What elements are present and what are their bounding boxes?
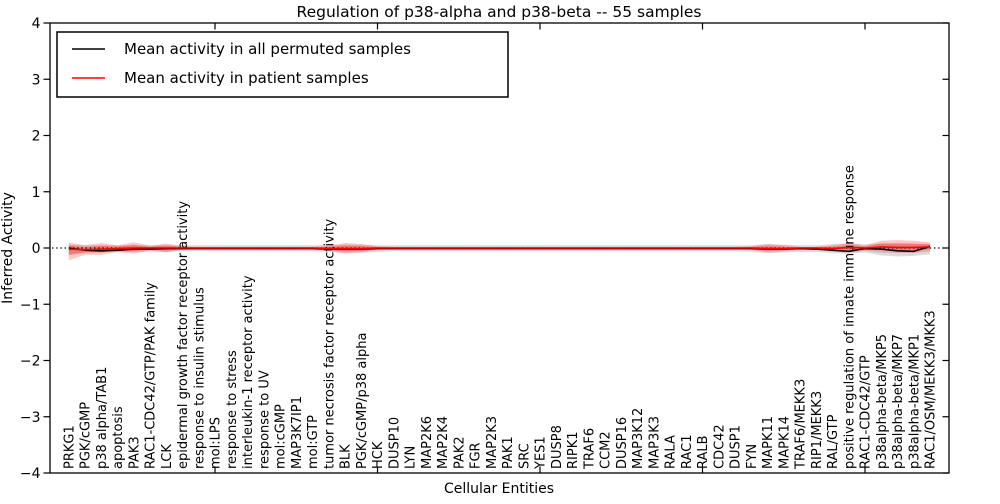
entity-label: PAK2 <box>452 436 467 469</box>
y-axis-label: Inferred Activity <box>0 192 16 304</box>
entity-label: PAK1 <box>501 436 516 469</box>
legend-label-patient-samples: Mean activity in patient samples <box>124 69 369 87</box>
entity-label: DUSP1 <box>729 425 744 469</box>
chart-title: Regulation of p38-alpha and p38-beta -- … <box>297 3 702 21</box>
bands-layer <box>68 240 930 261</box>
lines-layer <box>52 245 946 253</box>
entity-label: DUSP8 <box>550 425 565 469</box>
entity-label: mol:cGMP <box>274 404 289 469</box>
y-tick-label: −2 <box>20 354 41 370</box>
entity-label: MAPK11 <box>761 416 776 469</box>
y-tick-label: 0 <box>32 241 41 257</box>
entity-label: FGR <box>469 442 484 469</box>
y-tick-label: −3 <box>20 410 41 426</box>
x-category-labels: PRKG1 PGK/cGMP p38 alpha/TAB1 apoptosis PAK3… <box>62 165 938 470</box>
entity-label: response to stress <box>225 350 240 469</box>
entity-label: p38alpha-beta/MKP1 <box>907 334 922 469</box>
entity-label: FYN <box>745 444 760 469</box>
patient-mean-line <box>68 246 931 251</box>
entity-label: DUSP16 <box>615 417 630 469</box>
entity-label: MAPK14 <box>777 416 792 469</box>
entity-label: MAP3K7IP1 <box>290 396 305 469</box>
entity-label: MAP2K3 <box>485 416 500 469</box>
entity-label: PGK/cGMP <box>79 402 94 469</box>
entity-label: RIPK1 <box>566 431 581 469</box>
entity-label: TRAF6/MEKK3 <box>794 379 809 470</box>
entity-label: CDC42 <box>712 424 727 469</box>
entity-label: p38alpha-beta/MKP7 <box>891 334 906 469</box>
entity-label: PRKG1 <box>62 425 77 469</box>
entity-label: RIP1/MEKK3 <box>810 391 825 469</box>
entity-label: response to UV <box>257 370 272 469</box>
entity-label: response to insulin stimulus <box>192 287 207 469</box>
y-tick-label: 1 <box>32 185 41 201</box>
entity-label: YES1 <box>534 436 549 470</box>
entity-label: CCM2 <box>599 431 614 469</box>
entity-label: interleukin-1 receptor activity <box>241 275 256 469</box>
entity-label: TRAF6 <box>582 428 597 470</box>
entity-label: RAC1 <box>680 434 695 469</box>
entity-label: BLK <box>339 444 354 469</box>
entity-label: p38alpha-beta/MKP5 <box>875 334 890 469</box>
y-tick-label: −4 <box>20 466 41 482</box>
entity-label: MAP2K4 <box>436 416 451 469</box>
y-tick-label: 3 <box>32 72 41 88</box>
entity-label: RAC1/OSM/MEKK3/MKK3 <box>924 310 939 469</box>
entity-label: HCK <box>371 441 386 469</box>
entity-label: PGK/cGMP/p38 alpha <box>355 333 370 469</box>
y-tick-label: 2 <box>32 129 41 145</box>
entity-label: PAK3 <box>127 436 142 469</box>
entity-label: LYN <box>404 446 419 469</box>
entity-label: RAL/GTP <box>826 414 841 469</box>
legend-box <box>56 31 509 98</box>
entity-label: RAC1-CDC42/GTP <box>859 355 874 469</box>
entity-label: apoptosis <box>111 406 126 469</box>
entity-label: LCK <box>160 444 175 469</box>
entity-label: epidermal growth factor receptor activit… <box>176 201 191 469</box>
entity-label: RALB <box>696 435 711 469</box>
patient-band-outer <box>68 240 930 261</box>
entity-label: tumor necrosis factor receptor activity <box>322 218 337 469</box>
y-tick-label: 4 <box>32 16 41 32</box>
entity-label: mol:GTP <box>306 415 321 469</box>
entity-label: MAP3K12 <box>631 408 646 469</box>
entity-label: RAC1-CDC42/GTP/PAK family <box>144 282 159 469</box>
entity-label: positive regulation of innate immune res… <box>842 165 857 469</box>
entity-label: SRC <box>517 443 532 469</box>
axes-layer: −4 −3 −2 −1 0 1 2 3 4 <box>20 16 950 482</box>
legend-label-permuted-samples: Mean activity in all permuted samples <box>124 40 411 58</box>
entity-label: MAP3K3 <box>647 416 662 469</box>
x-axis-label: Cellular Entities <box>444 481 554 497</box>
y-tick-label: −1 <box>20 297 41 313</box>
entity-label: RALA <box>664 435 679 469</box>
entity-label: DUSP10 <box>387 417 402 469</box>
entity-label: p38 alpha/TAB1 <box>95 367 110 469</box>
entity-label: mol:LPS <box>209 417 224 469</box>
entity-label: MAP2K6 <box>420 416 435 469</box>
legend: Mean activity in all permuted samples Me… <box>56 31 509 98</box>
permuted-band <box>68 243 930 257</box>
